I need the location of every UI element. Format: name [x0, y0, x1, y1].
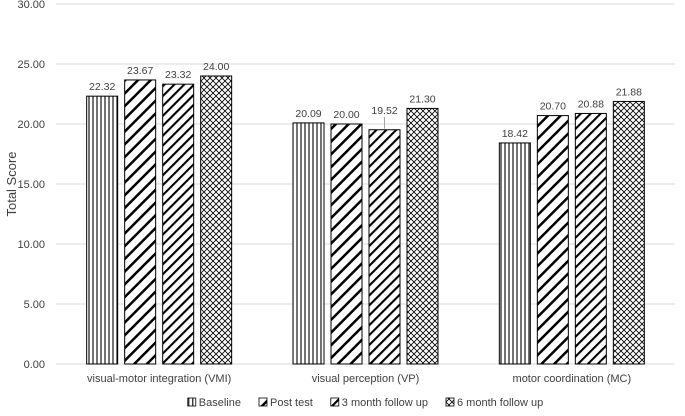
data-label: 22.32: [89, 81, 115, 93]
bar: [406, 107, 439, 365]
legend-item: Baseline: [187, 397, 241, 409]
bar: [498, 142, 531, 365]
data-label: 21.88: [616, 86, 642, 98]
data-label: 19.52: [371, 105, 397, 117]
bars: [86, 75, 645, 365]
legend-label: 6 month follow up: [457, 397, 543, 409]
data-label: 20.09: [295, 108, 321, 120]
bar: [368, 129, 401, 365]
legend-label: 3 month follow up: [342, 397, 428, 409]
legend: Baseline Post test 3 month follow up 6 mont…: [187, 397, 543, 409]
legend-item: 6 month follow up: [445, 397, 543, 409]
data-label: 20.00: [333, 109, 359, 121]
legend-item: 3 month follow up: [330, 397, 428, 409]
category-labels: visual-motor integration (VMI) visual per…: [87, 373, 631, 385]
data-label: 23.32: [165, 69, 191, 81]
y-tick-label: 30.00: [17, 0, 45, 11]
bar: [124, 79, 157, 365]
data-labels: 22.32 23.67 23.32 24.00 20.09 20.00 19.52 21.30…: [89, 61, 642, 140]
gridlines: [56, 3, 675, 365]
bar: [536, 115, 569, 365]
bar: [162, 83, 195, 365]
category-label: visual perception (VP): [312, 373, 420, 385]
data-label: 21.30: [409, 93, 435, 105]
data-label: 23.67: [127, 65, 153, 77]
legend-swatch: [187, 397, 197, 407]
bar: [200, 75, 233, 365]
legend-swatch: [330, 397, 340, 407]
legend-swatch: [445, 397, 455, 407]
bar: [292, 122, 325, 365]
y-axis-label: Total Score: [4, 151, 19, 216]
y-tick-label: 15.00: [17, 179, 45, 191]
data-label: 20.70: [540, 101, 566, 113]
legend-label: Baseline: [199, 397, 241, 409]
y-tick-label: 25.00: [17, 59, 45, 71]
y-axis-ticks: 0.00 5.00 10.00 15.00 20.00 25.00 30.00: [17, 0, 45, 371]
legend-label: Post test: [270, 397, 313, 409]
data-label: 20.88: [578, 98, 604, 110]
bar: [330, 123, 363, 365]
category-label: visual-motor integration (VMI): [87, 373, 231, 385]
bar: [86, 95, 119, 365]
legend-item: Post test: [258, 397, 313, 409]
bar: [612, 100, 645, 365]
y-tick-label: 0.00: [24, 359, 45, 371]
data-label: 18.42: [502, 128, 528, 140]
data-label: 24.00: [203, 61, 229, 73]
category-label: motor coordination (MC): [513, 373, 632, 385]
bar: [574, 112, 607, 365]
y-tick-label: 10.00: [17, 239, 45, 251]
legend-swatch: [258, 397, 268, 407]
y-tick-label: 5.00: [24, 299, 45, 311]
y-tick-label: 20.00: [17, 119, 45, 131]
